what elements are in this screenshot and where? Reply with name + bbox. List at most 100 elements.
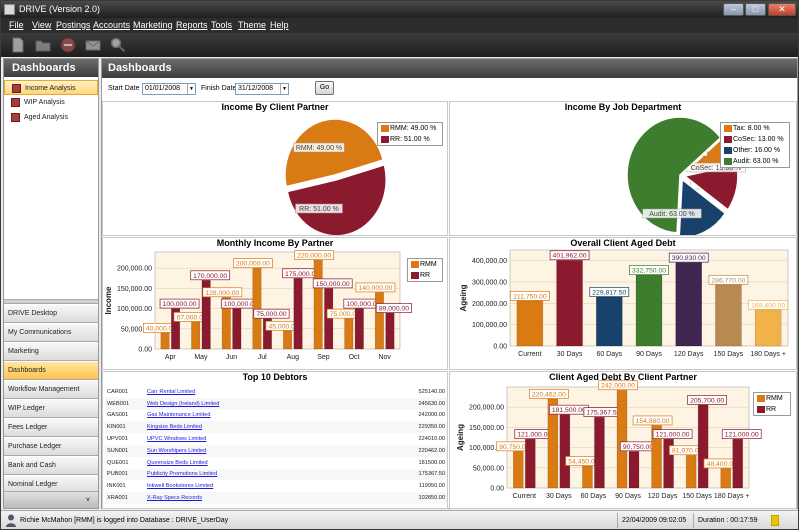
data-label: 121,000.00 — [656, 432, 690, 439]
nav-workflow-management[interactable]: Workflow Management — [4, 381, 98, 399]
debtor-name-link[interactable]: Inkwell Bookstores Limited — [147, 483, 214, 490]
nav-dashboards[interactable]: Dashboards — [4, 362, 98, 380]
bar-rmm-aug — [283, 330, 293, 350]
nav-purchase-ledger[interactable]: Purchase Ledger — [4, 438, 98, 456]
nav-wip-ledger[interactable]: WIP Ledger — [4, 400, 98, 418]
window-title: DRIVE (Version 2.0) — [19, 4, 101, 14]
sidebar-title: Dashboards — [4, 59, 98, 77]
bar-rmm-apr — [160, 332, 170, 350]
legend-label: CoSec: 13.00 % — [733, 136, 784, 143]
debtor-name-link[interactable]: Kingsize Beds Limited — [145, 421, 387, 434]
debtor-name-link[interactable]: Sun Worshipers Limited — [145, 444, 387, 457]
page-title: Dashboards — [102, 59, 797, 78]
table-row: KIN001 Kingsize Beds Limited 229350.00 — [105, 421, 447, 434]
menu-tools[interactable]: Tools — [211, 20, 233, 30]
toolbar — [1, 33, 798, 57]
debtor-amount: 224010.00 — [418, 436, 445, 443]
sidebar-splitter[interactable] — [4, 299, 98, 304]
y-tick-label: 100,000.00 — [117, 306, 152, 313]
debtor-name-link[interactable]: Carr Rental Limited — [147, 388, 196, 395]
data-label-box — [589, 287, 630, 297]
data-label-box — [294, 250, 335, 260]
x-tick-label: 180 Days + — [714, 493, 750, 500]
table-row: QUE001 Queensize Beds Limited 181500.00 — [105, 457, 447, 469]
debtor-name-link[interactable]: Gas Maintenance Limited — [147, 412, 211, 419]
debtor-name-link[interactable]: X-Ray Specs Records — [145, 492, 387, 504]
panel-income-by-job-department: Income By Job Department Tax: 8.00 % CoSe… — [449, 101, 797, 236]
menu-accounts[interactable]: Accounts — [93, 20, 131, 30]
chart-legend: RMM: 49.00 % RR: 51.00 % — [377, 122, 443, 146]
search-icon[interactable] — [110, 37, 126, 53]
go-button[interactable]: Go — [315, 81, 334, 95]
x-tick-label: Jul — [258, 354, 267, 361]
y-tick-label: 0.00 — [493, 344, 507, 351]
menu-marketing[interactable]: Marketing — [133, 20, 173, 30]
data-label: 89,000.00 — [379, 306, 409, 313]
sidebar-item-wip-analysis[interactable]: WIP Analysis — [4, 95, 98, 110]
dropdown-arrow-icon[interactable]: ▼ — [280, 84, 288, 94]
debtor-name-link[interactable]: Web Design (Ireland) Limited — [145, 397, 387, 410]
menu-view[interactable]: View — [32, 20, 52, 30]
debtor-name-link[interactable]: Queensize Beds Limited — [147, 459, 208, 466]
chevron-down-icon: ˅ — [85, 497, 90, 504]
menu-reports[interactable]: Reports — [176, 20, 208, 30]
start-date-picker[interactable]: 01/01/2008 ▼ — [142, 83, 196, 95]
bar-rmm-nov — [374, 292, 384, 350]
debtor-name-link[interactable]: Publicity Promotions Limited — [145, 468, 387, 481]
menu-help[interactable]: Help — [270, 20, 289, 30]
nav-fees-ledger[interactable]: Fees Ledger — [4, 419, 98, 437]
data-label-box — [159, 298, 200, 309]
y-tick-label: 200,000.00 — [469, 405, 504, 412]
menu-file[interactable]: File — [9, 20, 24, 30]
y-tick-label: 150,000.00 — [469, 425, 504, 432]
nav-bank-and-cash[interactable]: Bank and Cash — [4, 457, 98, 475]
stop-icon[interactable] — [60, 37, 76, 53]
panel-income-by-client-partner: Income By Client Partner RMM: 49.00 % RR:… — [102, 101, 448, 236]
dropdown-arrow-icon[interactable]: ▼ — [187, 84, 195, 94]
debtor-name-link[interactable]: UPVC Windows Limited — [147, 436, 207, 443]
y-tick-label: 50,000.00 — [473, 465, 504, 472]
x-tick-label: Oct — [349, 354, 360, 361]
maximize-button[interactable]: □ — [745, 3, 766, 16]
bar-rr-90-days — [628, 451, 640, 489]
panel-aged-debt-by-partner: Client Aged Debt By Client Partner 0.00 5… — [449, 371, 797, 509]
bar-90-days — [635, 274, 663, 347]
data-label-cosec: CoSec: 13.00 % — [691, 165, 742, 172]
bar-rr-oct — [354, 308, 364, 350]
minimize-button[interactable]: – — [723, 3, 744, 16]
data-label: 200,000.00 — [236, 261, 270, 268]
sidebar-item-income-analysis[interactable]: Income Analysis — [4, 80, 98, 95]
sidebar-item-aged-analysis[interactable]: Aged Analysis — [4, 110, 98, 125]
bar-rr-may — [201, 280, 211, 350]
legend-label: Tax: 8.00 % — [733, 125, 770, 132]
table-row: CAR001 Carr Rental Limited 525140.00 — [105, 386, 447, 398]
legend-label: RMM: 49.00 % — [390, 125, 437, 132]
nav-drive-desktop[interactable]: DRIVE Desktop — [4, 305, 98, 323]
panel-monthly-income: Monthly Income By Partner 0.00 50,000.00 1… — [102, 237, 448, 370]
bar-rr-180-days — [732, 438, 743, 489]
table-row: WEB001 Web Design (Ireland) Limited 245630… — [105, 397, 447, 410]
menu-theme[interactable]: Theme — [238, 20, 267, 30]
start-date-label: Start Date — [108, 85, 140, 92]
data-label: 45,000.00 — [268, 323, 298, 330]
new-document-icon[interactable] — [10, 37, 26, 53]
finish-date-picker[interactable]: 31/12/2008 ▼ — [235, 83, 289, 95]
sidebar-item-label: Income Analysis — [25, 85, 76, 92]
data-label: 81,070.00 — [672, 448, 702, 455]
data-label: 150,000.00 — [316, 281, 350, 288]
close-button[interactable]: ✕ — [768, 3, 796, 16]
open-folder-icon[interactable] — [35, 37, 51, 53]
bar-rr-60-days — [594, 416, 605, 489]
nav-my-communications[interactable]: My Communications — [4, 324, 98, 342]
data-label: 154,880.00 — [636, 418, 670, 425]
debtor-amount: 245630.00 — [387, 397, 447, 410]
debtor-amount: 242000.00 — [418, 412, 445, 419]
data-label: 100,000.00 — [346, 301, 380, 308]
menu-postings[interactable]: Postings — [56, 20, 91, 30]
legend-swatch — [381, 125, 389, 132]
bar-60-days — [596, 296, 623, 347]
sidebar-overflow-button[interactable]: ˅ — [4, 491, 98, 508]
nav-marketing[interactable]: Marketing — [4, 343, 98, 361]
data-label: 229,817.50 — [592, 289, 626, 296]
mail-icon[interactable] — [85, 37, 101, 53]
